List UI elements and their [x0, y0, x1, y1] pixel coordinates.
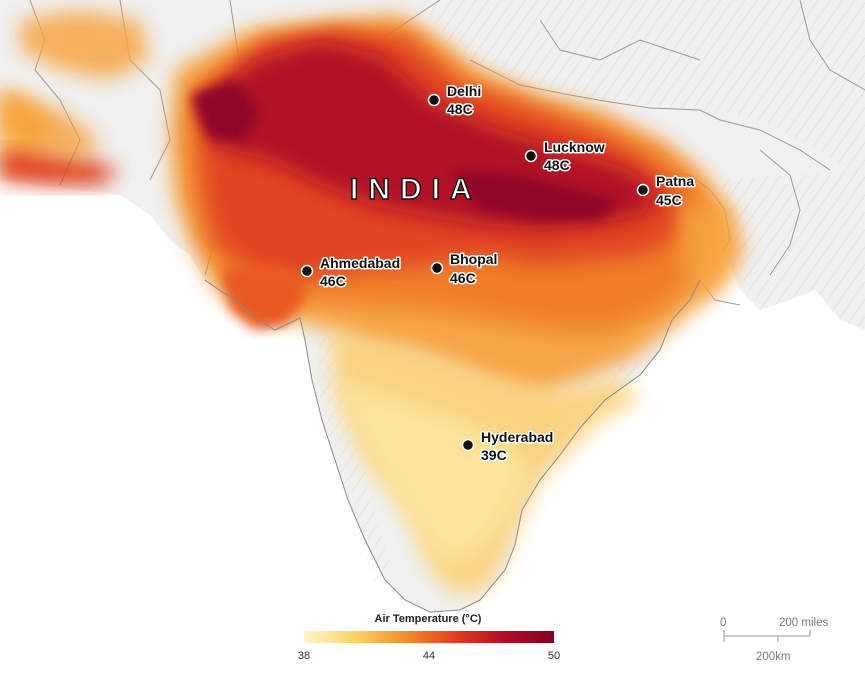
legend-title: Air Temperature (°C)	[374, 613, 482, 625]
city-markers: Delhi 48C Lucknow 48C Patna 45C Ahmedaba…	[300, 82, 696, 465]
city-dot	[524, 149, 538, 163]
city-delhi[interactable]: Delhi 48C	[427, 82, 483, 119]
scale-zero: 0	[720, 617, 727, 629]
temperature-overlay	[0, 10, 745, 595]
legend-tick-max: 50	[547, 650, 561, 662]
legend-tick-mid: 44	[422, 650, 436, 662]
city-ahmedabad[interactable]: Ahmedabad 46C	[300, 254, 402, 291]
city-name: Delhi	[447, 83, 481, 99]
city-name: Bhopal	[450, 251, 497, 267]
city-dot	[427, 93, 441, 107]
city-name: Ahmedabad	[320, 255, 400, 271]
city-name: Hyderabad	[481, 429, 553, 445]
country-label: INDIA	[350, 173, 482, 206]
city-lucknow[interactable]: Lucknow 48C	[524, 138, 606, 175]
city-hyderabad[interactable]: Hyderabad 39C	[461, 428, 555, 465]
legend-tick-min: 38	[297, 650, 311, 662]
city-dot	[430, 261, 444, 275]
city-dot	[300, 264, 314, 278]
scale-bar: 0 200 miles 200km	[716, 612, 851, 672]
temperature-legend: Air Temperature (°C) 38 44 50	[297, 613, 560, 669]
city-temp: 46C	[450, 270, 476, 286]
himalaya-relief	[420, 0, 865, 180]
coastline	[204, 279, 701, 613]
scale-km: 200km	[756, 651, 791, 663]
city-dot	[461, 438, 475, 452]
city-temp: 48C	[544, 157, 570, 173]
city-temp: 45C	[656, 192, 682, 208]
city-name: Patna	[656, 173, 694, 189]
east-relief	[720, 170, 865, 330]
legend-color-bar	[304, 631, 554, 643]
city-dot	[636, 183, 650, 197]
city-bhopal[interactable]: Bhopal 46C	[430, 250, 499, 288]
city-temp: 46C	[320, 273, 346, 289]
scale-miles: 200 miles	[779, 617, 829, 629]
city-patna[interactable]: Patna 45C	[636, 172, 696, 210]
scale-bar-lines	[723, 630, 811, 642]
city-name: Lucknow	[544, 139, 605, 155]
city-temp: 39C	[481, 447, 507, 463]
city-temp: 48C	[447, 101, 473, 117]
